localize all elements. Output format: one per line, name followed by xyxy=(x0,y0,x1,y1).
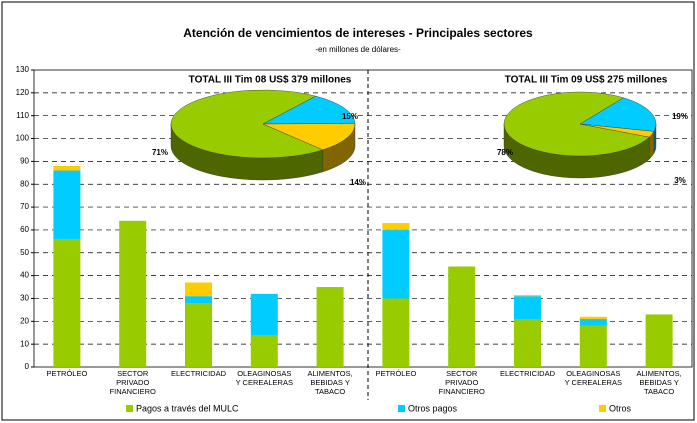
pie-slice xyxy=(262,123,356,151)
x-tick-label: PETRÓLEO xyxy=(46,369,87,378)
y-tick-label: 30 xyxy=(20,294,29,303)
plot-area xyxy=(33,69,693,368)
legend-swatch xyxy=(599,405,606,412)
bar-segment xyxy=(185,303,212,367)
y-tick-label: 90 xyxy=(20,156,29,165)
bar-segment xyxy=(514,319,541,367)
pie-value-label: 3% xyxy=(674,176,686,185)
bar-segment xyxy=(53,170,81,240)
pie-value-label: 78% xyxy=(497,148,513,157)
pie-slice xyxy=(579,97,657,132)
pie-value-label: 71% xyxy=(152,148,168,157)
chart-subtitle: -en millones de dólares- xyxy=(315,45,401,54)
bar-segment xyxy=(579,325,607,367)
x-tick-label: SECTOR PRIVADO FINANCIERO xyxy=(439,369,485,396)
bar-segment xyxy=(382,223,410,230)
x-tick-label: ELECTRICIDAD xyxy=(171,369,227,378)
y-tick-label: 50 xyxy=(20,248,29,257)
bar-segment xyxy=(185,296,212,304)
bar-segment xyxy=(579,316,607,320)
y-tick-label: 20 xyxy=(20,316,29,325)
x-tick-label: PETRÓLEO xyxy=(375,369,416,378)
x-tick-label: SECTOR PRIVADO FINANCIERO xyxy=(110,369,156,396)
bar-segment xyxy=(579,319,607,326)
y-tick-label: 40 xyxy=(20,271,29,280)
x-tick-label: OLEAGINOSAS Y CEREALERAS xyxy=(565,369,622,387)
bar-segment xyxy=(119,220,147,367)
legend-label: Otros pagos xyxy=(408,403,458,413)
x-tick-label: ALIMENTOS, BEBIDAS Y TABACO xyxy=(307,369,352,396)
bar-segment xyxy=(514,296,541,320)
pie-value-label: 15% xyxy=(342,112,358,121)
y-tick-label: 60 xyxy=(20,225,29,234)
legend-label: Pagos a través del MULC xyxy=(136,403,239,413)
x-tick-label: OLEAGINOSAS Y CEREALERAS xyxy=(236,369,293,387)
pie-slice xyxy=(262,95,356,125)
bar-segment xyxy=(250,293,278,336)
y-tick-label: 120 xyxy=(16,88,30,97)
y-tick-label: 10 xyxy=(20,339,29,348)
y-tick-label: 110 xyxy=(16,111,29,120)
pie-title: TOTAL III Tim 09 US$ 275 millones xyxy=(505,75,668,86)
bar-segment xyxy=(382,298,410,367)
pie-slice xyxy=(579,123,655,138)
legend-swatch xyxy=(126,405,133,412)
bar-segment xyxy=(185,282,212,297)
x-tick-label: ALIMENTOS, BEBIDAS Y TABACO xyxy=(636,369,681,396)
bar-segment xyxy=(250,335,278,367)
bar-segment xyxy=(448,266,476,367)
legend-swatch xyxy=(398,405,405,412)
x-tick-label: ELECTRICIDAD xyxy=(500,369,556,378)
pie-value-label: 14% xyxy=(350,178,366,187)
pie-slice xyxy=(170,89,324,159)
bar-segment xyxy=(53,239,81,367)
bar-segment xyxy=(514,295,541,297)
y-tick-label: 0 xyxy=(25,362,30,371)
pie-value-label: 19% xyxy=(672,112,688,121)
chart-title: Atención de vencimientos de intereses - … xyxy=(183,26,533,40)
bar-segment xyxy=(382,229,410,299)
bar-segment xyxy=(316,287,344,367)
bar-segment xyxy=(645,314,673,367)
y-tick-label: 130 xyxy=(16,65,30,74)
pie-title: TOTAL III Tim 08 US$ 379 millones xyxy=(189,75,352,86)
y-tick-label: 70 xyxy=(20,202,29,211)
y-tick-label: 100 xyxy=(16,134,30,143)
y-tick-label: 80 xyxy=(20,179,29,188)
legend-label: Otros xyxy=(609,403,632,413)
bar-segment xyxy=(53,165,81,171)
pie-slice xyxy=(503,91,650,157)
